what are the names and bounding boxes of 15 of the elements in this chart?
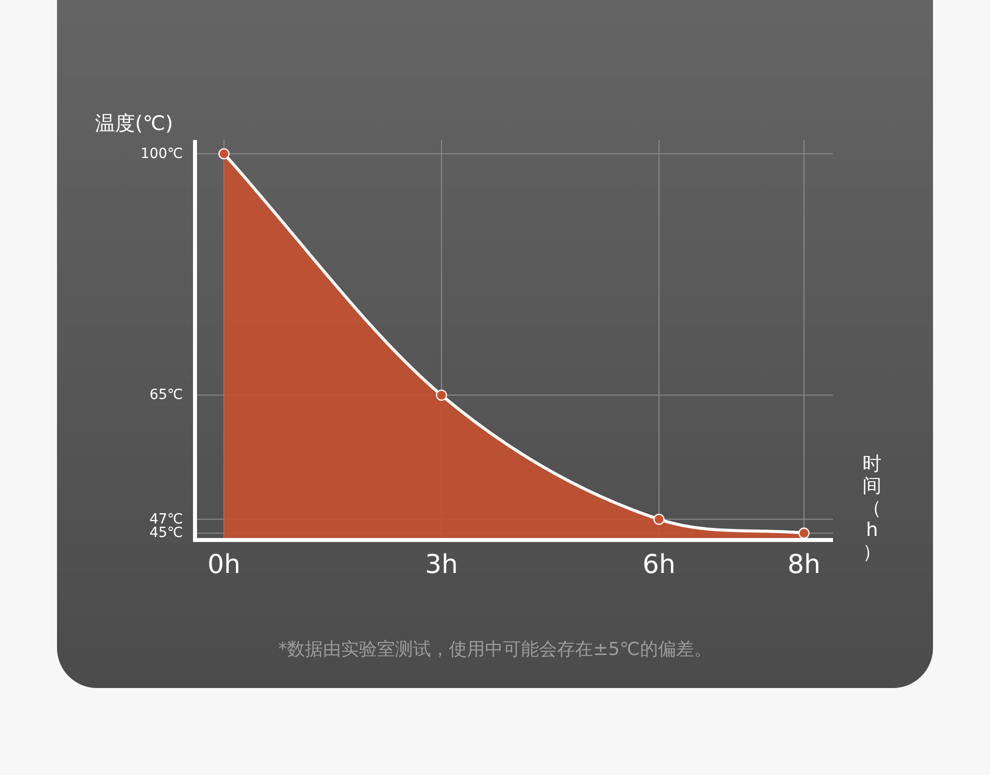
y-tick-label: 100℃ <box>140 146 183 162</box>
point <box>653 514 665 525</box>
x-tick-label: 3h <box>424 550 458 580</box>
text: *数据由实验室测试，使用中可能会存在±5℃的偏差。 <box>278 639 712 660</box>
y-tick-label: 47℃ <box>149 511 183 528</box>
point <box>218 148 230 160</box>
x-tick-label: 8h <box>787 550 821 580</box>
y-tick-label: 65℃ <box>149 387 183 404</box>
y-tick-label: 45℃ <box>149 525 183 542</box>
x-tick-label: 6h <box>642 550 676 580</box>
x-axis-title: 时间（h） <box>862 453 882 563</box>
x-tick-label: 0h <box>207 550 241 580</box>
point <box>798 528 810 539</box>
y-axis-title: 温度(℃) <box>95 111 174 135</box>
point <box>436 390 448 401</box>
